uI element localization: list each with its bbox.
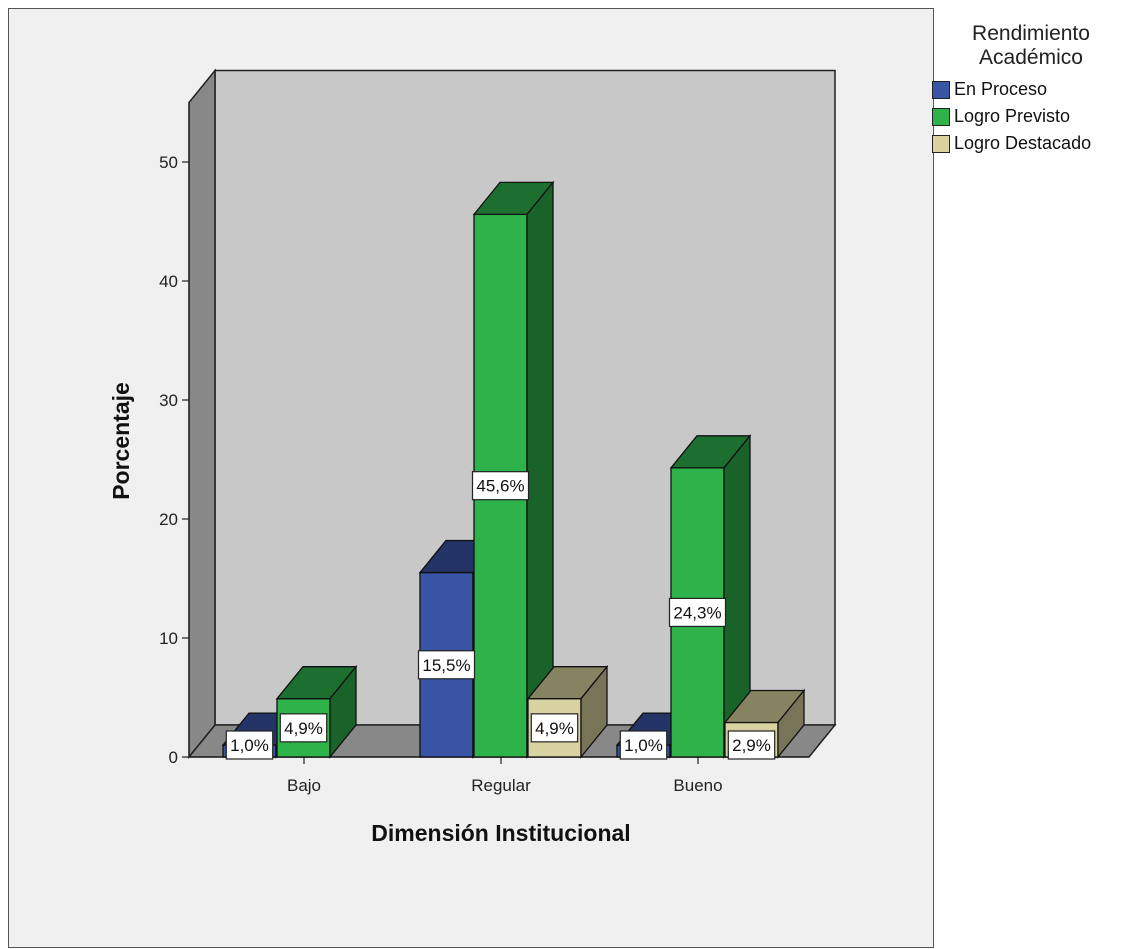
data-label-box [471,471,530,501]
legend-label: En Proceso [954,79,1048,99]
legend-swatch [932,134,950,153]
plot-area: 0 10 20 30 40 50 Bajo Regular Bueno 1,0% 4,9% 15,5%… [108,68,837,846]
data-label: 2,9% [732,736,771,755]
data-label-box [727,730,776,760]
legend-item-en-proceso: En Proceso [932,76,1130,103]
legend: Rendimiento Académico En Proceso Logro P… [932,22,1130,157]
y-tick-label: 20 [159,510,178,529]
legend-item-logro-destacado: Logro Destacado [932,130,1130,157]
chart-frame: 0 10 20 30 40 50 Bajo Regular Bueno 1,0% 4,9% 15,5%… [8,8,934,948]
y-tick-label: 50 [159,153,178,172]
data-label: 1,0% [624,736,663,755]
bar-side [329,664,357,759]
data-label-box [530,713,579,743]
data-label: 15,5% [422,656,470,675]
data-label: 45,6% [476,477,524,496]
data-label: 4,9% [284,719,323,738]
y-tick-label: 0 [169,748,178,767]
bar-side [580,664,608,759]
bar-side [526,180,554,759]
y-tick-label: 10 [159,629,178,648]
x-tick-label: Regular [471,776,531,795]
side-wall [188,68,216,760]
data-label: 24,3% [673,603,721,622]
data-label-box [417,650,476,680]
legend-title: Rendimiento Académico [972,22,1090,69]
y-tick-label: 30 [159,391,178,410]
x-tick-label: Bajo [287,776,321,795]
data-label-box [279,713,328,743]
legend-swatch [932,80,950,99]
data-label: 1,0% [230,736,269,755]
data-label-box [619,730,668,760]
legend-label: Logro Previsto [954,106,1071,126]
data-label-box [225,730,274,760]
x-axis-title: Dimensión Institucional [371,820,630,846]
legend-swatch [932,107,950,126]
y-axis-title: Porcentaje [108,382,134,500]
x-tick-label: Bueno [673,776,722,795]
data-label-box [668,597,727,628]
legend-label: Logro Destacado [954,133,1092,153]
bar-side [777,688,805,759]
legend-item-logro-previsto: Logro Previsto [932,103,1130,130]
data-label: 4,9% [535,719,574,738]
y-tick-label: 40 [159,272,178,291]
